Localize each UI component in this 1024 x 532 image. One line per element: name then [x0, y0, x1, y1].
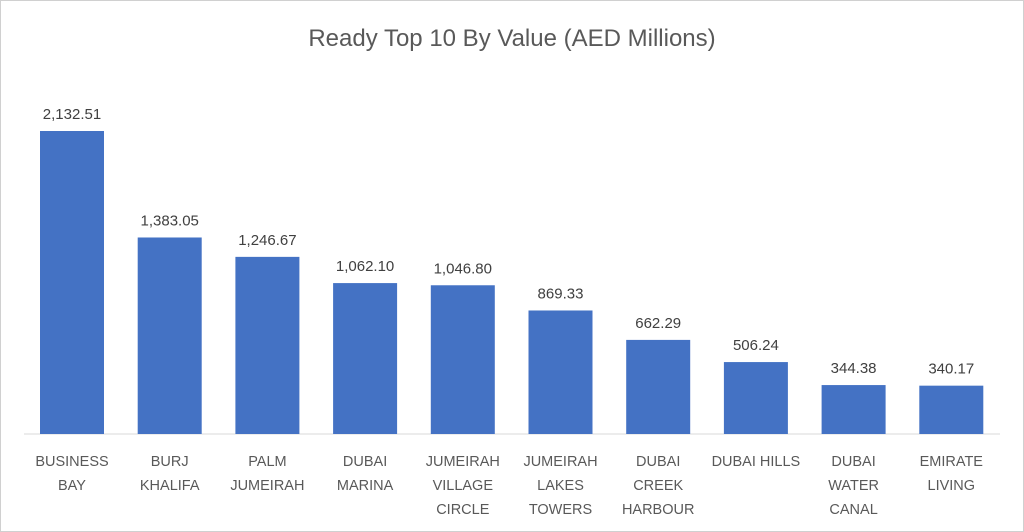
bar: [430, 285, 495, 434]
x-tick-label: TOWERS: [529, 502, 592, 518]
data-label: 340.17: [928, 361, 974, 378]
x-tick-label: CANAL: [829, 502, 877, 518]
bar: [821, 385, 886, 434]
x-tick-label: CREEK: [633, 478, 683, 494]
x-tick-label: CIRCLE: [436, 502, 490, 518]
x-tick-label: DUBAI HILLS: [712, 454, 801, 470]
bar: [40, 131, 104, 434]
x-tick-label: JUMEIRAH: [426, 454, 500, 470]
bar: [137, 237, 202, 434]
x-tick-label: DUBAI: [343, 454, 387, 470]
x-tick-label: JUMEIRAH: [523, 454, 597, 470]
x-tick-label: HARBOUR: [622, 502, 695, 518]
x-tick-label: BUSINESS: [35, 454, 108, 470]
x-tick-label: WATER: [828, 478, 879, 494]
bar: [626, 339, 691, 434]
data-label: 869.33: [538, 285, 584, 302]
x-tick-label: JUMEIRAH: [230, 478, 304, 494]
data-label: 506.24: [733, 337, 779, 354]
chart-title: Ready Top 10 By Value (AED Millions): [308, 25, 715, 52]
x-tick-label: KHALIFA: [140, 478, 200, 494]
x-tick-label: MARINA: [337, 478, 394, 494]
x-tick-label: DUBAI: [831, 454, 875, 470]
bar: [333, 283, 398, 434]
x-tick-label: VILLAGE: [433, 478, 494, 494]
data-label: 662.29: [635, 315, 681, 332]
data-label: 1,246.67: [238, 232, 296, 249]
x-tick-label: BAY: [58, 478, 86, 494]
data-label: 1,046.80: [434, 260, 492, 277]
x-tick-label: DUBAI: [636, 454, 680, 470]
data-label: 1,062.10: [336, 258, 394, 275]
bar: [528, 310, 593, 434]
bar: [723, 362, 788, 434]
x-tick-label: EMIRATE: [920, 454, 984, 470]
bar: [919, 385, 984, 434]
data-label: 344.38: [831, 360, 877, 377]
x-tick-label: PALM: [248, 454, 286, 470]
x-tick-label: LAKES: [537, 478, 584, 494]
data-label: 2,132.51: [43, 106, 101, 123]
x-tick-label: LIVING: [928, 478, 976, 494]
bar: [235, 256, 300, 434]
data-label: 1,383.05: [141, 212, 199, 229]
x-tick-label: BURJ: [151, 454, 189, 470]
